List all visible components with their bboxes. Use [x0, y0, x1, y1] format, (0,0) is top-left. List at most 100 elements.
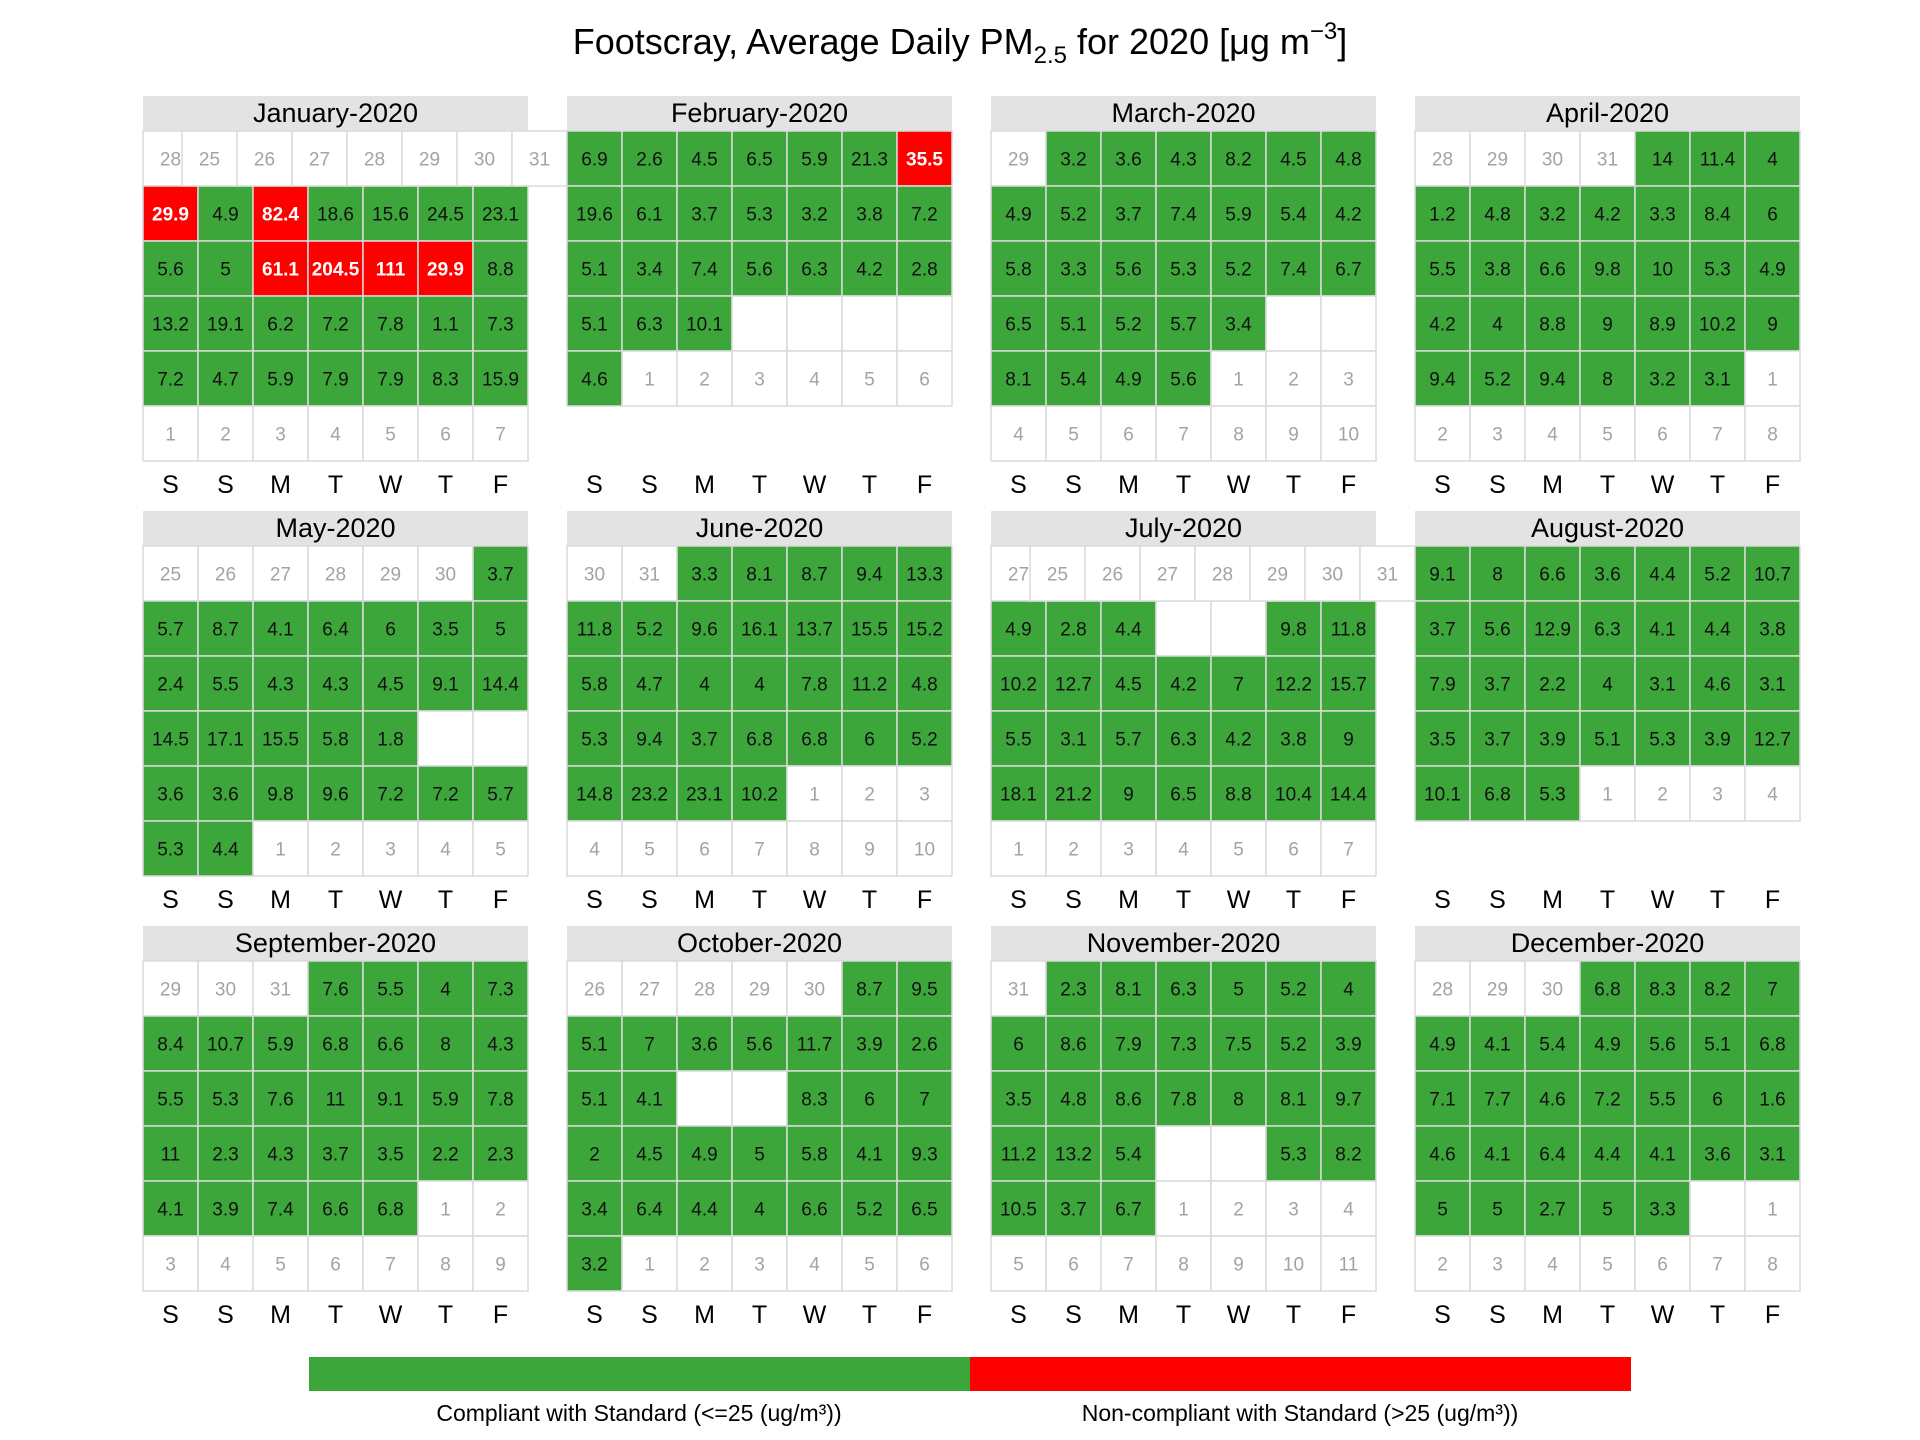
day-cell	[472, 240, 529, 297]
day-cell	[472, 350, 529, 407]
adjacent-day-cell	[621, 545, 678, 602]
adjacent-day-label: 7	[495, 425, 506, 446]
day-cell	[1689, 240, 1746, 297]
month-header	[991, 511, 1376, 546]
missing-day-cell	[841, 295, 898, 352]
adjacent-day-label: 11	[1339, 1255, 1359, 1276]
day-cell	[1634, 130, 1691, 187]
weekday-label: T	[1176, 886, 1191, 914]
day-cell	[841, 545, 898, 602]
adjacent-day-label: 5	[275, 1255, 286, 1276]
day-cell	[1469, 1180, 1526, 1237]
day-value-label: 5.6	[746, 260, 772, 281]
day-value-label: 3.5	[1005, 1090, 1031, 1111]
day-value-label: 8.4	[157, 1035, 184, 1056]
day-cell	[1155, 1070, 1212, 1127]
adjacent-day-cell	[1320, 820, 1377, 877]
adjacent-day-label: 26	[1102, 565, 1123, 586]
adjacent-day-label: 28	[325, 565, 346, 586]
day-cell	[1744, 185, 1801, 242]
day-cell	[1689, 960, 1746, 1017]
weekday-label: S	[1065, 471, 1082, 499]
day-cell	[1210, 130, 1267, 187]
day-value-label: 7.8	[1170, 1090, 1196, 1111]
adjacent-day-cell	[1249, 545, 1306, 602]
month-header	[1415, 96, 1800, 131]
adjacent-day-cell	[990, 820, 1047, 877]
day-value-label: 5.3	[212, 1090, 238, 1111]
adjacent-day-label: 30	[474, 150, 495, 171]
weekday-label: T	[1600, 886, 1615, 914]
day-value-label: 3.8	[856, 205, 882, 226]
day-value-label: 3.5	[377, 1145, 403, 1166]
weekday-label: T	[1176, 1301, 1191, 1329]
day-value-label: 7.2	[157, 370, 183, 391]
day-cell	[1155, 710, 1212, 767]
day-value-label: 9.8	[267, 785, 293, 806]
missing-day-cell	[417, 710, 474, 767]
day-value-label: 3.7	[1429, 620, 1455, 641]
adjacent-day-cell	[1265, 1235, 1322, 1292]
adjacent-day-cell	[1139, 545, 1196, 602]
adjacent-day-label: 4	[1343, 1200, 1354, 1221]
day-value-label: 9.6	[691, 620, 717, 641]
day-value-label: 4.2	[1335, 205, 1361, 226]
adjacent-day-label: 2	[1233, 1200, 1244, 1221]
day-value-label: 5.1	[581, 1035, 607, 1056]
adjacent-day-label: 25	[199, 150, 220, 171]
day-value-label: 5.2	[1484, 370, 1510, 391]
weekday-label: S	[217, 471, 234, 499]
day-cell	[896, 545, 953, 602]
adjacent-day-cell	[1689, 1235, 1746, 1292]
adjacent-day-label: 9	[864, 840, 875, 861]
month-header	[1415, 926, 1800, 961]
day-value-label: 2.6	[636, 150, 662, 171]
day-cell	[1414, 295, 1471, 352]
day-cell	[621, 1180, 678, 1237]
day-value-label: 13.2	[1055, 1145, 1092, 1166]
day-value-label: 5.1	[581, 1090, 607, 1111]
day-value-label: 61.1	[262, 260, 299, 281]
day-cell	[1210, 710, 1267, 767]
adjacent-day-cell	[1414, 1235, 1471, 1292]
day-cell	[896, 240, 953, 297]
adjacent-day-label: 28	[160, 150, 181, 171]
adjacent-day-label: 30	[584, 565, 605, 586]
day-cell	[417, 765, 474, 822]
day-value-label: 9.4	[636, 730, 663, 751]
weekday-label: T	[1710, 1301, 1725, 1329]
day-value-label: 11.8	[577, 620, 613, 641]
day-value-label: 7.8	[801, 675, 827, 696]
day-cell	[1045, 710, 1102, 767]
adjacent-day-label: 10	[1283, 1255, 1304, 1276]
day-cell	[1155, 130, 1212, 187]
day-cell	[1469, 1070, 1526, 1127]
adjacent-day-cell	[1524, 960, 1581, 1017]
day-value-label: 13.3	[906, 565, 943, 586]
adjacent-day-label: 8	[1233, 425, 1244, 446]
day-value-label: 6.8	[746, 730, 772, 751]
day-value-label: 9.4	[1429, 370, 1456, 391]
day-value-label: 5.6	[1649, 1035, 1675, 1056]
weekday-label: W	[379, 471, 403, 499]
month-header	[143, 96, 528, 131]
weekday-label: T	[1600, 1301, 1615, 1329]
day-value-label: 10.1	[1424, 785, 1461, 806]
day-cell	[1265, 600, 1322, 657]
day-value-label: 15.5	[851, 620, 888, 641]
day-value-label: 5.8	[801, 1145, 827, 1166]
day-value-label: 3.6	[1115, 150, 1141, 171]
adjacent-day-cell	[1744, 350, 1801, 407]
adjacent-day-cell	[841, 1235, 898, 1292]
day-value-label: 12.7	[1754, 730, 1791, 751]
day-cell	[731, 710, 788, 767]
day-value-label: 5.5	[157, 1090, 183, 1111]
day-value-label: 10.7	[1754, 565, 1791, 586]
weekday-label: S	[1010, 1301, 1027, 1329]
day-cell	[417, 1125, 474, 1182]
day-value-label: 10.2	[1000, 675, 1037, 696]
adjacent-day-cell	[731, 350, 788, 407]
month-header	[567, 511, 952, 546]
adjacent-day-cell	[676, 820, 733, 877]
